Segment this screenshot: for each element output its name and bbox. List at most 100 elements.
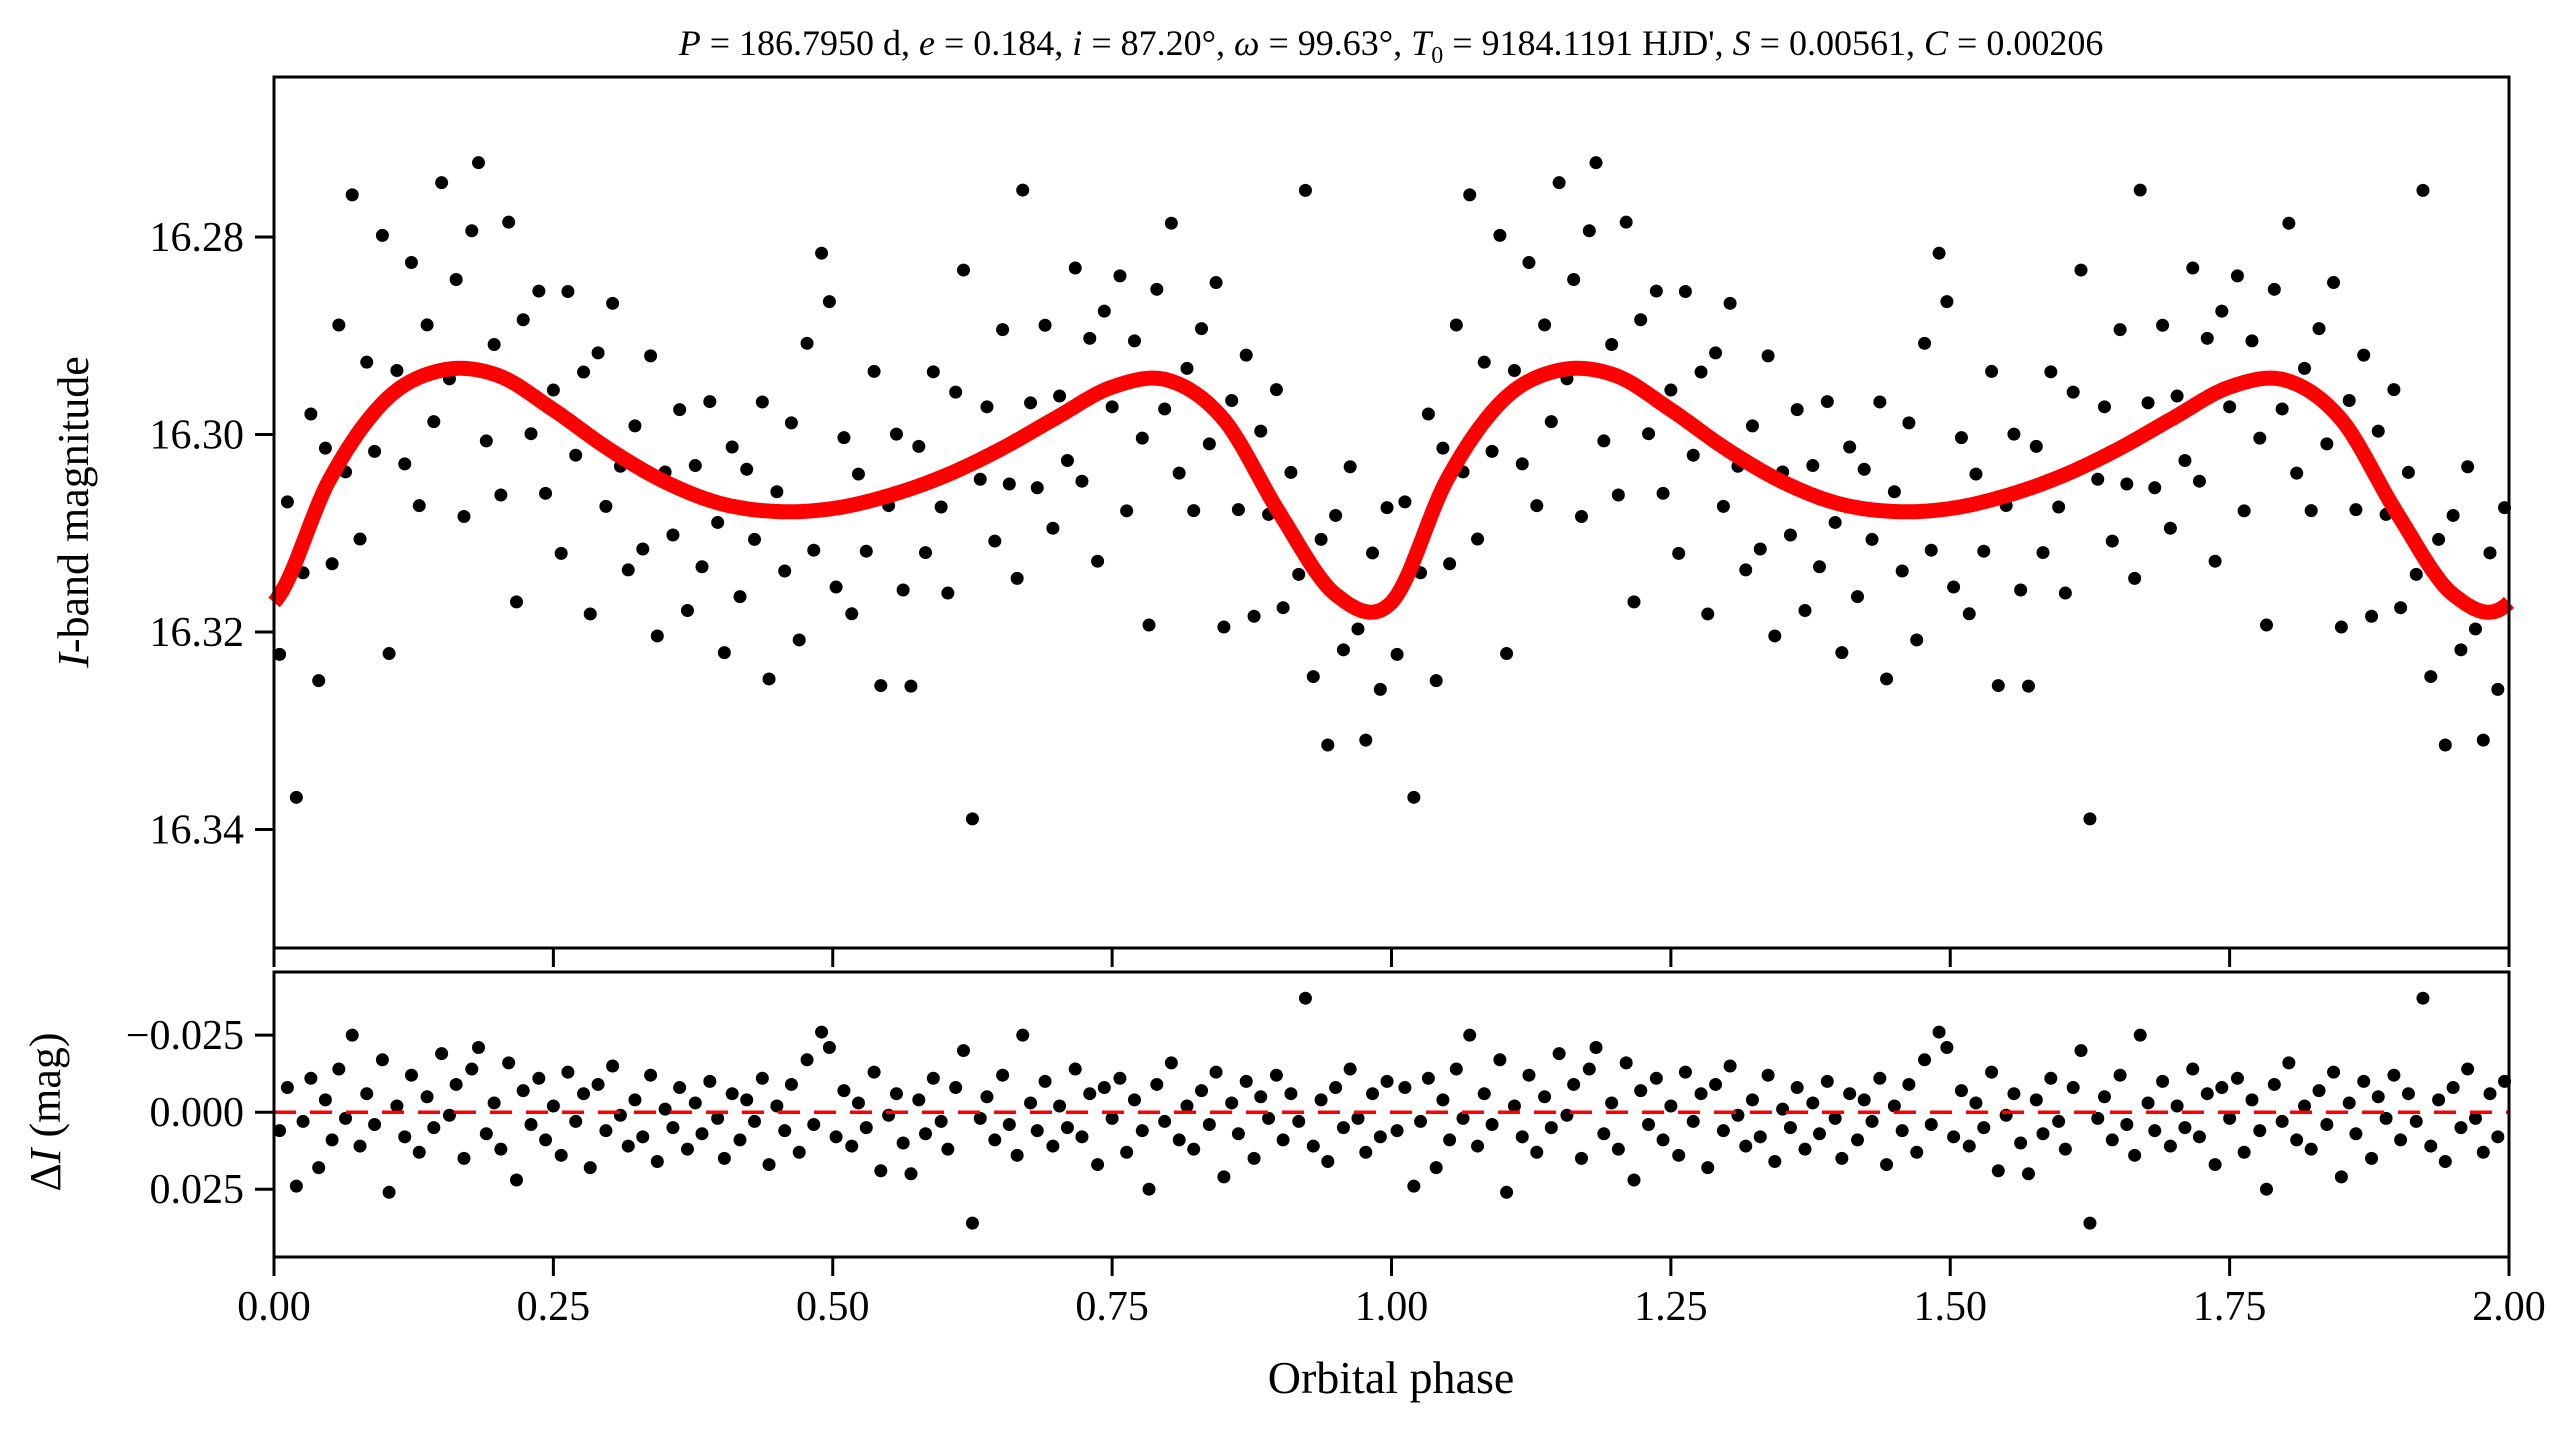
residual-point <box>1686 1114 1700 1128</box>
residual-point <box>1574 1151 1588 1165</box>
data-point <box>1373 682 1387 696</box>
residual-point <box>1105 1111 1119 1125</box>
residual-point <box>1940 1040 1954 1054</box>
data-point <box>2260 618 2274 632</box>
residual-point <box>280 1081 294 1095</box>
residual-point <box>2312 1084 2326 1098</box>
residual-point <box>2461 1062 2475 1076</box>
residual-point <box>404 1068 418 1082</box>
data-point <box>2091 472 2105 486</box>
data-point <box>539 486 553 500</box>
data-point <box>822 295 836 309</box>
data-point <box>1247 609 1261 623</box>
residual-point <box>904 1167 918 1181</box>
residual-point <box>1097 1081 1111 1095</box>
data-point <box>1024 396 1038 410</box>
residual-point <box>2491 1130 2505 1144</box>
data-point <box>1083 331 1097 345</box>
data-point <box>1932 246 1946 260</box>
data-point <box>1716 499 1730 513</box>
data-point <box>1887 485 1901 499</box>
residual-point <box>1247 1151 1261 1165</box>
data-point <box>1649 284 1663 298</box>
residual-point <box>2223 1111 2237 1125</box>
residual-point <box>1664 1099 1678 1113</box>
residual-point <box>1292 1114 1306 1128</box>
residual-point <box>1172 1133 1186 1147</box>
residual-point <box>1783 1121 1797 1135</box>
data-point <box>1768 629 1782 643</box>
data-point <box>1947 580 1961 594</box>
data-point <box>2163 521 2177 535</box>
residual-point <box>382 1185 396 1199</box>
data-point <box>1421 407 1435 421</box>
data-point <box>956 263 970 277</box>
residual-point <box>2128 1148 2142 1162</box>
residual-point <box>800 1053 814 1067</box>
residual-point <box>2141 1096 2155 1110</box>
residual-point <box>1195 1084 1209 1098</box>
residual-point <box>2342 1096 2356 1110</box>
data-point <box>1902 416 1916 430</box>
residual-point <box>312 1161 326 1175</box>
residual-point <box>2074 1044 2088 1058</box>
data-point <box>325 557 339 571</box>
data-point <box>2491 682 2505 696</box>
data-point <box>874 679 888 693</box>
data-point <box>1202 437 1216 451</box>
data-point <box>1068 261 1082 275</box>
data-point <box>1172 466 1186 480</box>
data-point <box>1605 337 1619 351</box>
data-point <box>1910 633 1924 647</box>
y-tick-label: 16.34 <box>150 807 245 853</box>
residual-point <box>502 1056 516 1070</box>
residual-point <box>1477 1087 1491 1101</box>
data-point <box>2349 503 2363 517</box>
residual-point <box>1969 1096 1983 1110</box>
residual-point <box>1239 1074 1253 1088</box>
residual-point <box>1701 1161 1715 1175</box>
residual-point <box>561 1065 575 1079</box>
data-point <box>583 607 597 621</box>
y-tick-label: 0.000 <box>150 1090 245 1136</box>
residual-point <box>2113 1068 2127 1082</box>
data-point <box>1390 647 1404 661</box>
residual-point <box>2416 991 2430 1005</box>
data-point <box>1306 670 1320 684</box>
residual-point <box>867 1065 881 1079</box>
residual-point <box>1918 1053 1932 1067</box>
data-point <box>1321 738 1335 752</box>
data-point <box>532 284 546 298</box>
residual-point <box>546 1099 560 1113</box>
data-point <box>2192 474 2206 488</box>
data-point <box>1180 361 1194 375</box>
residual-point <box>420 1090 434 1104</box>
residual-point <box>2320 1118 2334 1132</box>
upper-axes-frame <box>272 75 2511 950</box>
data-point <box>680 604 694 618</box>
residual-point <box>666 1121 680 1135</box>
residual-point <box>2156 1074 2170 1088</box>
residual-point <box>1135 1124 1149 1138</box>
data-point <box>345 188 359 202</box>
residual-point <box>807 1118 821 1132</box>
data-point <box>2275 402 2289 416</box>
residual-point <box>442 1108 456 1122</box>
residual-point <box>1991 1164 2005 1178</box>
data-point <box>1030 481 1044 495</box>
residual-point <box>2170 1099 2184 1113</box>
data-point <box>1269 383 1283 397</box>
residual-point <box>2058 1142 2072 1156</box>
data-point <box>1739 563 1753 577</box>
data-point <box>636 542 650 556</box>
data-point <box>2141 396 2155 410</box>
data-point <box>1158 402 1172 416</box>
data-point <box>1016 183 1030 197</box>
residual-point <box>621 1139 635 1153</box>
residual-point <box>1359 1145 1373 1159</box>
residual-point <box>368 1118 382 1132</box>
x-tick-label: 2.00 <box>2472 1284 2546 1330</box>
residual-point <box>988 1133 1002 1147</box>
data-point <box>829 580 843 594</box>
residual-point <box>2215 1081 2229 1095</box>
